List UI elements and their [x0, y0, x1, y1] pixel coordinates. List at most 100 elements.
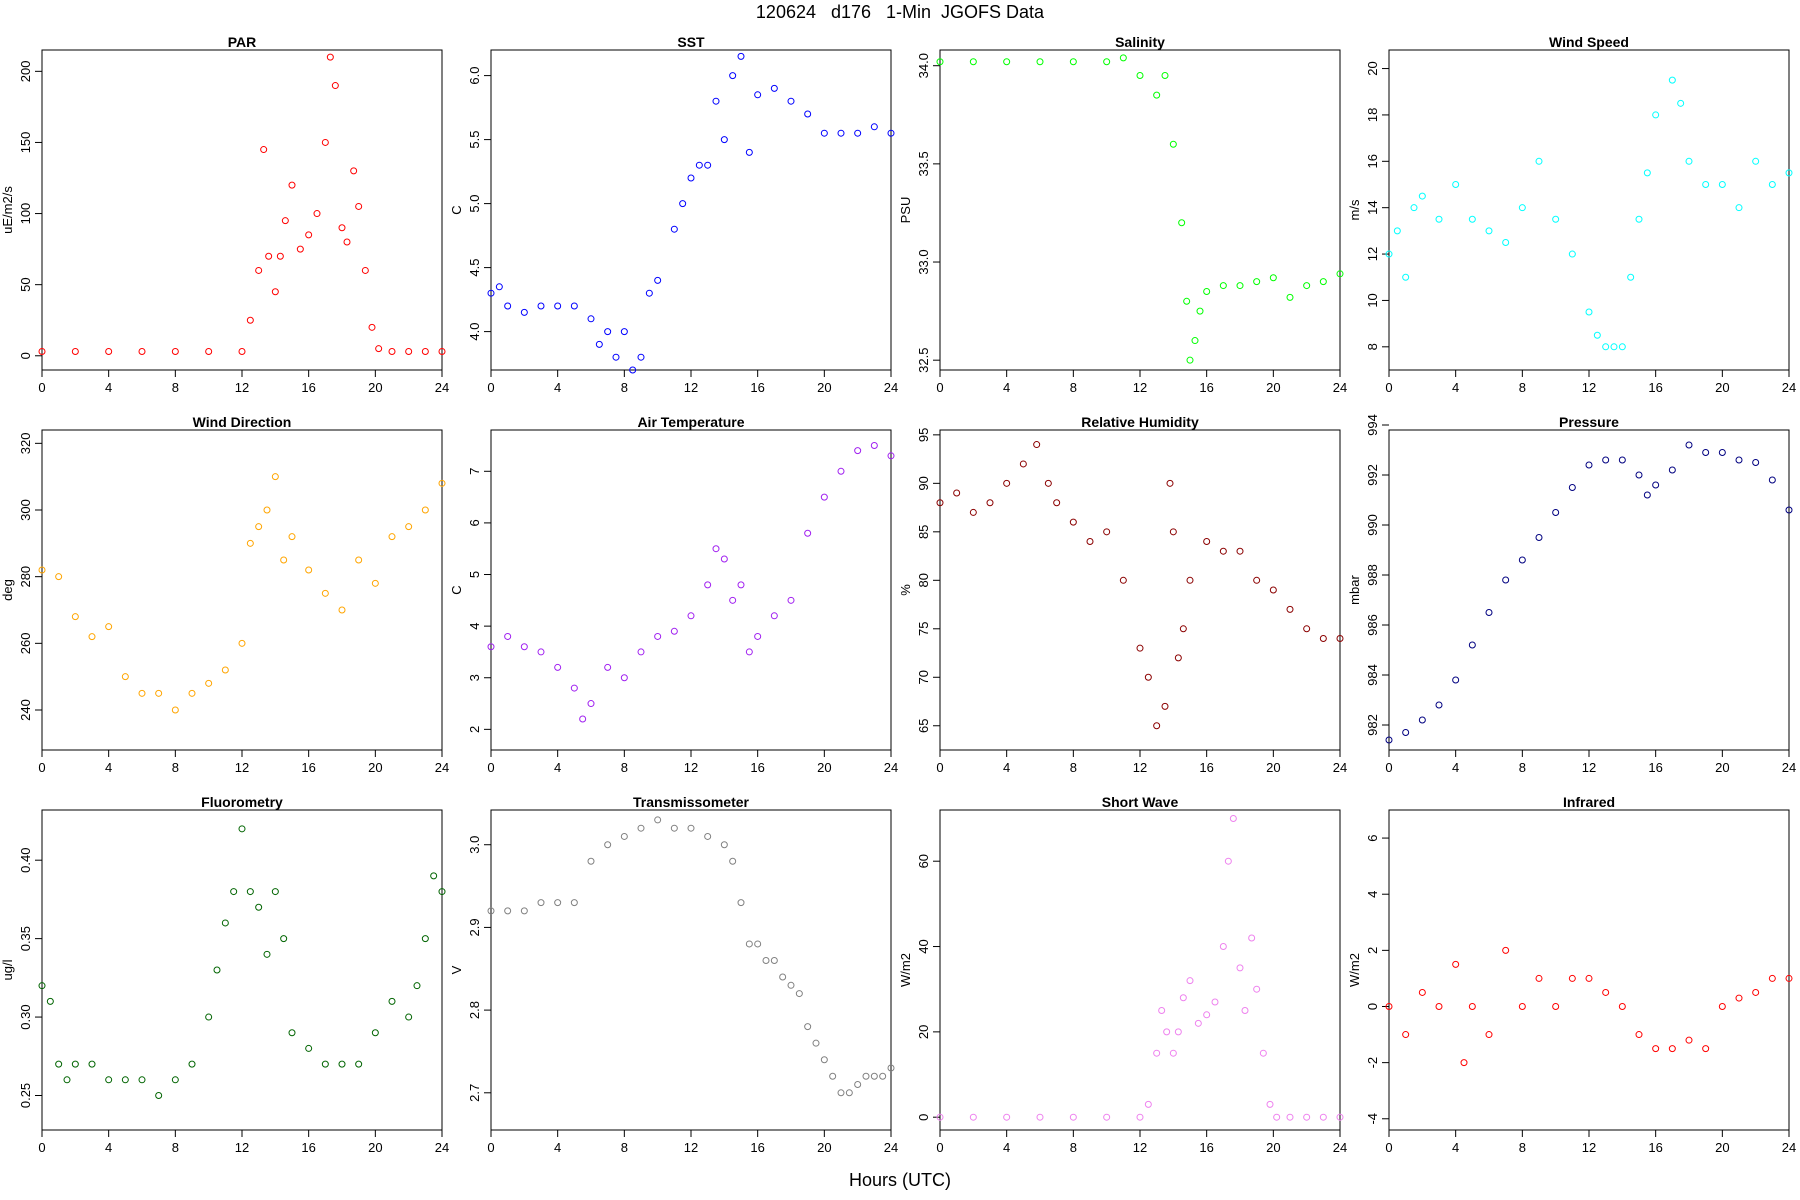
fluorometry-data-point: [271, 888, 279, 896]
transmissometer-data-point: [837, 1089, 845, 1097]
transmissometer-data-point: [704, 832, 712, 840]
relative-humidity-data-point: [1336, 634, 1344, 642]
sst-points: [487, 52, 895, 374]
wind-direction-y-axis-label: deg: [0, 579, 15, 601]
pressure-data-point: [1768, 476, 1776, 484]
par-data-point: [321, 138, 329, 146]
wind-direction-data-point: [105, 623, 113, 631]
sst-data-point: [587, 315, 595, 323]
relative-humidity-data-point: [1033, 441, 1041, 449]
infrared-x-tick-label: 20: [1715, 1140, 1729, 1155]
salinity-y-axis-label: PSU: [898, 197, 913, 224]
wind-speed-data-point: [1393, 227, 1401, 235]
transmissometer-x-tick-label: 8: [621, 1140, 628, 1155]
wind-direction-y-tick-label: 320: [18, 432, 33, 454]
par-data-point: [138, 348, 146, 356]
sst-data-point: [570, 302, 578, 310]
wind-speed-x-tick-label: 24: [1782, 380, 1796, 395]
fluorometry-data-point: [280, 935, 288, 943]
par-x-tick-label: 20: [368, 380, 382, 395]
par-data-point: [375, 345, 383, 353]
fluorometry-points: [38, 825, 446, 1099]
fluorometry-x-tick-label: 20: [368, 1140, 382, 1155]
short-wave-chart: Short Wave 0 4 8 12 16 20 24 0 20 40 60 W/m2: [898, 794, 1347, 1155]
pressure-x-tick-label: 4: [1452, 760, 1459, 775]
wind-direction-data-point: [438, 479, 446, 487]
pressure-x-tick-label: 8: [1519, 760, 1526, 775]
fluorometry-data-point: [213, 966, 221, 974]
sst-y-tick-label: 6.0: [467, 67, 482, 85]
infrared-data-point: [1418, 988, 1426, 996]
relative-humidity-data-point: [1303, 625, 1311, 633]
wind-speed-y-tick-label: 20: [1365, 61, 1380, 75]
infrared-x-tick-label: 16: [1648, 1140, 1662, 1155]
pressure-data-point: [1618, 456, 1626, 464]
salinity-data-point: [1103, 58, 1111, 66]
sst-data-point: [679, 200, 687, 208]
transmissometer-data-point: [829, 1072, 837, 1080]
air-temperature-data-point: [687, 612, 695, 620]
fluorometry-data-point: [171, 1076, 179, 1084]
relative-humidity-data-point: [1253, 576, 1261, 584]
infrared-data-point: [1652, 1045, 1660, 1053]
wind-direction-data-point: [171, 706, 179, 714]
air-temperature-data-point: [704, 581, 712, 589]
infrared-data-point: [1602, 988, 1610, 996]
sst-x-tick-label: 8: [621, 380, 628, 395]
sst-y-tick-label: 4.5: [467, 259, 482, 277]
wind-speed-data-point: [1635, 215, 1643, 223]
relative-humidity-x-tick-label: 16: [1199, 760, 1213, 775]
air-temperature-x-tick-label: 12: [684, 760, 698, 775]
air-temperature-data-point: [720, 555, 728, 563]
fluorometry-data-point: [255, 903, 263, 911]
transmissometer-data-point: [879, 1072, 887, 1080]
transmissometer-x-tick-label: 12: [684, 1140, 698, 1155]
fluorometry-y-tick-label: 0.40: [18, 848, 33, 873]
relative-humidity-y-tick-label: 80: [916, 573, 931, 587]
short-wave-data-point: [1303, 1113, 1311, 1121]
wind-direction-data-point: [371, 579, 379, 587]
pressure-data-point: [1735, 456, 1743, 464]
fluorometry-data-point: [263, 950, 271, 958]
air-temperature-data-point: [579, 715, 587, 723]
fluorometry-data-point: [430, 872, 438, 880]
fluorometry-y-tick-label: 0.35: [18, 926, 33, 951]
sst-x-tick-label: 0: [487, 380, 494, 395]
par-data-point: [421, 348, 429, 356]
relative-humidity-data-point: [969, 508, 977, 516]
short-wave-data-point: [1253, 985, 1261, 993]
relative-humidity-x-tick-label: 20: [1266, 760, 1280, 775]
transmissometer-data-point: [570, 899, 578, 907]
transmissometer-x-tick-label: 4: [554, 1140, 561, 1155]
transmissometer-data-point: [770, 956, 778, 964]
wind-direction-data-point: [263, 506, 271, 514]
wind-speed-chart: Wind Speed 0 4 8 12 16 20 24 8 10 12 14 16 18 20 m/s: [1347, 34, 1796, 395]
salinity-title: Salinity: [1115, 34, 1165, 50]
transmissometer-data-point: [620, 832, 628, 840]
transmissometer-data-point: [720, 841, 728, 849]
air-temperature-y-tick-label: 6: [467, 519, 482, 526]
relative-humidity-y-axis-label: %: [898, 584, 913, 596]
short-wave-data-point: [1319, 1113, 1327, 1121]
wind-speed-x-tick-label: 12: [1582, 380, 1596, 395]
air-temperature-y-tick-label: 3: [467, 674, 482, 681]
short-wave-data-point: [936, 1113, 944, 1121]
wind-direction-y-tick-label: 240: [18, 699, 33, 721]
transmissometer-x-tick-label: 20: [817, 1140, 831, 1155]
transmissometer-data-point: [820, 1056, 828, 1064]
wind-speed-data-point: [1593, 331, 1601, 339]
relative-humidity-data-point: [1136, 644, 1144, 652]
salinity-data-point: [1203, 287, 1211, 295]
transmissometer-chart: Transmissometer 0 4 8 12 16 20 24 2.7 2.8 2.9 3.0 V: [449, 794, 898, 1155]
wind-direction-data-point: [421, 506, 429, 514]
air-temperature-data-point: [737, 581, 745, 589]
relative-humidity-data-point: [1236, 547, 1244, 555]
wind-direction-x-tick-label: 24: [435, 760, 449, 775]
fluorometry-data-point: [438, 888, 446, 896]
wind-speed-data-point: [1652, 111, 1660, 119]
air-temperature-data-point: [554, 663, 562, 671]
fluorometry-title: Fluorometry: [201, 794, 283, 810]
salinity-data-point: [1186, 356, 1194, 364]
wind-speed-title: Wind Speed: [1549, 34, 1629, 50]
par-data-point: [326, 53, 334, 61]
